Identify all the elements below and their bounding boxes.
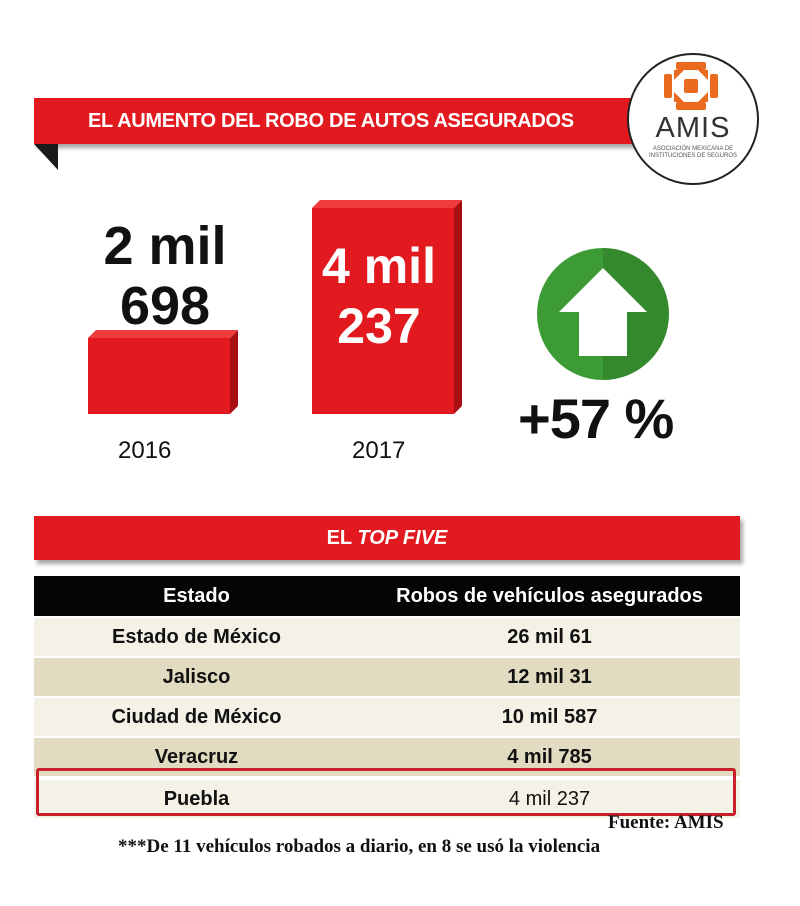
amis-logo-subtitle: ASOCIACIÓN MEXICANA DE INSTITUCIONES DE … [648,146,737,159]
value-2017-line1: 4 mil [322,238,436,294]
table-row: Jalisco 12 mil 31 [34,658,740,696]
top-five-table: Estado Robos de vehículos asegurados Est… [34,576,740,818]
table-row: Ciudad de México 10 mil 587 [34,698,740,736]
banner-fold [34,144,58,170]
table-cell-estado: Estado de México [112,625,281,648]
column-header-estado: Estado [163,584,230,607]
top-five-title-emphasis: TOP FIVE [357,527,448,549]
column-header-robos: Robos de vehículos asegurados [396,584,703,607]
amis-logo-mark-icon [664,62,718,110]
source-credit: Fuente: AMIS [608,812,724,833]
year-label-2017: 2017 [352,437,406,464]
table-header: Estado Robos de vehículos asegurados [34,576,740,616]
table-cell-estado: Puebla [163,787,230,810]
top-five-title-prefix: EL [326,527,358,549]
amis-logo [627,53,759,185]
table-cell-robos: 10 mil 587 [501,705,598,728]
page-title: EL AUMENTO DEL ROBO DE AUTOS ASEGURADOS [88,110,574,132]
table-cell-estado: Jalisco [162,665,231,688]
table-cell-robos: 26 mil 61 [507,625,592,648]
amis-logo-name: AMIS [655,112,731,144]
header-banner [34,98,670,144]
comparison-bar-chart [88,200,462,414]
value-2016-line1: 2 mil [103,216,227,276]
change-percentage: +57 % [518,387,674,450]
value-2017-line2: 237 [337,298,421,354]
table-row: Estado de México 26 mil 61 [34,618,740,656]
up-arrow-icon [537,248,669,380]
top-five-title: EL TOP FIVE [34,527,740,550]
table-row-highlighted: Puebla 4 mil 237 [34,780,740,818]
table-cell-robos: 4 mil 237 [508,787,591,810]
bar-2017 [312,200,462,414]
footnote: ***De 11 vehículos robados a diario, en … [118,836,601,857]
year-label-2016: 2016 [118,437,172,464]
bar-2016 [88,330,238,414]
table-cell-robos: 4 mil 785 [507,745,592,768]
table-cell-estado: Veracruz [154,745,239,768]
highlight-outline [36,768,736,816]
value-2016-line2: 698 [119,276,211,336]
top-five-banner [34,516,740,560]
table-cell-estado: Ciudad de México [111,705,282,728]
table-cell-robos: 12 mil 31 [507,665,592,688]
